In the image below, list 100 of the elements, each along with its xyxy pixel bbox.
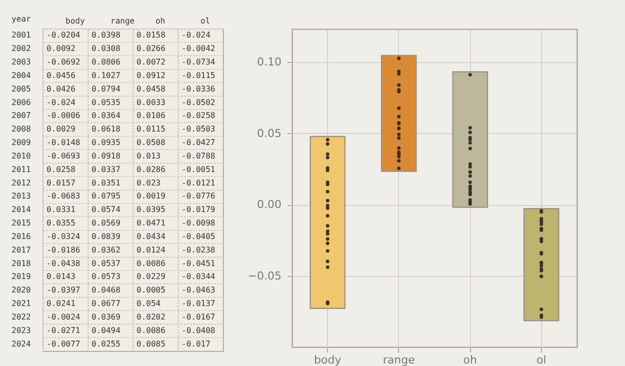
data-label: 0.0085 [136, 339, 166, 348]
y-tick-label: 2003 [12, 58, 31, 67]
data-label: -0.0115 [182, 70, 216, 80]
data-label: 0.0912 [136, 70, 166, 80]
data-label: 0.0072 [136, 58, 166, 67]
data-label: 0.0005 [136, 286, 166, 295]
data-label: -0.0167 [182, 312, 216, 322]
y-tick-label: 2023 [12, 326, 31, 335]
y-tick-label: 2010 [12, 151, 31, 160]
data-label: 0.0258 [46, 164, 76, 174]
data-label: -0.0463 [182, 286, 216, 295]
data-label: -0.0186 [46, 245, 80, 254]
data-label: -0.0204 [46, 30, 80, 40]
y-tick-label: 2018 [12, 258, 31, 268]
data-label: -0.0179 [182, 205, 216, 214]
y-tick-label: 2019 [12, 272, 31, 282]
x-tick-label: range [382, 354, 416, 366]
data-label: 0.0456 [46, 70, 76, 80]
y-tick-label: 2016 [12, 232, 31, 241]
y-tick-label: 0.00 [257, 198, 282, 212]
data-label: 0.0494 [92, 326, 121, 335]
x-tick-label: oh [463, 354, 478, 366]
x-tick-label: ol [536, 354, 546, 366]
data-label: 0.0508 [136, 138, 166, 148]
data-label: 0.0395 [136, 205, 166, 214]
data-label: -0.0271 [46, 326, 80, 335]
data-label: -0.017 [182, 339, 211, 348]
y-tick-label: −0.05 [248, 270, 282, 283]
data-label: 0.0426 [46, 84, 76, 94]
y-tick-label: 2021 [12, 299, 31, 308]
data-label: -0.0692 [46, 58, 80, 67]
data-label: 0.0434 [136, 232, 166, 241]
y-tick-label: 2017 [12, 245, 31, 254]
data-label: -0.0042 [182, 44, 216, 54]
data-label: -0.0238 [182, 245, 216, 254]
data-label: -0.0006 [46, 111, 80, 120]
data-label: -0.0397 [46, 286, 80, 295]
data-label: 0.0086 [136, 258, 166, 268]
y-tick-label: 2022 [12, 312, 31, 322]
y-tick-label: 0.10 [257, 56, 282, 69]
bar [523, 208, 560, 322]
y-tick-label: 2008 [12, 124, 31, 134]
data-label: -0.0324 [46, 232, 80, 241]
data-label: 0.0331 [46, 205, 76, 214]
data-label: -0.0344 [182, 272, 216, 282]
data-label: 0.0458 [136, 84, 166, 94]
data-label: -0.0503 [182, 124, 216, 134]
data-label: 0.0092 [46, 44, 76, 54]
data-label: -0.024 [182, 30, 211, 40]
y-tick-label: 2006 [12, 98, 31, 107]
data-label: 0.0266 [136, 44, 166, 54]
data-label: 0.0839 [92, 232, 121, 241]
data-label: 0.0398 [92, 30, 121, 40]
data-label: 0.0935 [92, 138, 121, 148]
data-label: 0.0362 [92, 245, 121, 254]
data-label: 0.0308 [92, 44, 121, 54]
x-tick-label: oh [156, 16, 166, 26]
data-label: -0.0776 [182, 192, 216, 201]
bar [380, 54, 417, 172]
data-label: -0.0502 [182, 98, 216, 107]
data-label: -0.0788 [182, 151, 216, 160]
y-tick-label: 0.05 [257, 126, 282, 140]
data-label: 0.0795 [92, 192, 121, 201]
data-label: 0.0241 [46, 299, 76, 308]
data-label: -0.0077 [46, 339, 80, 348]
data-label: 0.0229 [136, 272, 166, 282]
data-label: -0.0405 [182, 232, 216, 241]
y-tick-label: 2001 [12, 30, 31, 40]
data-label: 0.013 [136, 151, 161, 160]
data-label: 0.0794 [92, 84, 121, 94]
data-label: 0.0574 [92, 205, 121, 214]
data-label: 0.0019 [136, 192, 166, 201]
x-tick-label: body [314, 354, 342, 366]
data-label: 0.0535 [92, 98, 121, 107]
data-label: 0.0337 [92, 164, 121, 174]
data-label: 0.0618 [92, 124, 121, 134]
data-label: 0.054 [136, 299, 161, 308]
y-tick-label: 2004 [12, 70, 31, 80]
data-label: 0.0369 [92, 312, 121, 322]
bar [310, 136, 346, 309]
y-tick-label: 2013 [12, 192, 31, 201]
data-label: -0.0693 [46, 151, 80, 160]
data-label: 0.0029 [46, 124, 76, 134]
data-label: 0.0286 [136, 164, 166, 174]
data-label: 0.0115 [136, 124, 166, 134]
data-label: -0.0438 [46, 258, 80, 268]
data-label: 0.023 [136, 178, 161, 188]
y-axis-title: year [12, 14, 31, 24]
data-label: 0.0355 [46, 218, 76, 228]
data-label: -0.024 [46, 98, 76, 107]
data-label: 0.0033 [136, 98, 166, 107]
y-tick-label: 2002 [12, 44, 31, 54]
y-tick-label: 2009 [12, 138, 31, 148]
x-tick-label: ol [200, 16, 210, 26]
data-label: -0.0024 [46, 312, 80, 322]
data-label: -0.0148 [46, 138, 80, 148]
data-label: 0.0569 [92, 218, 121, 228]
data-label: 0.0537 [92, 258, 121, 268]
y-tick-label: 2024 [12, 339, 31, 348]
data-label: 0.0471 [136, 218, 166, 228]
